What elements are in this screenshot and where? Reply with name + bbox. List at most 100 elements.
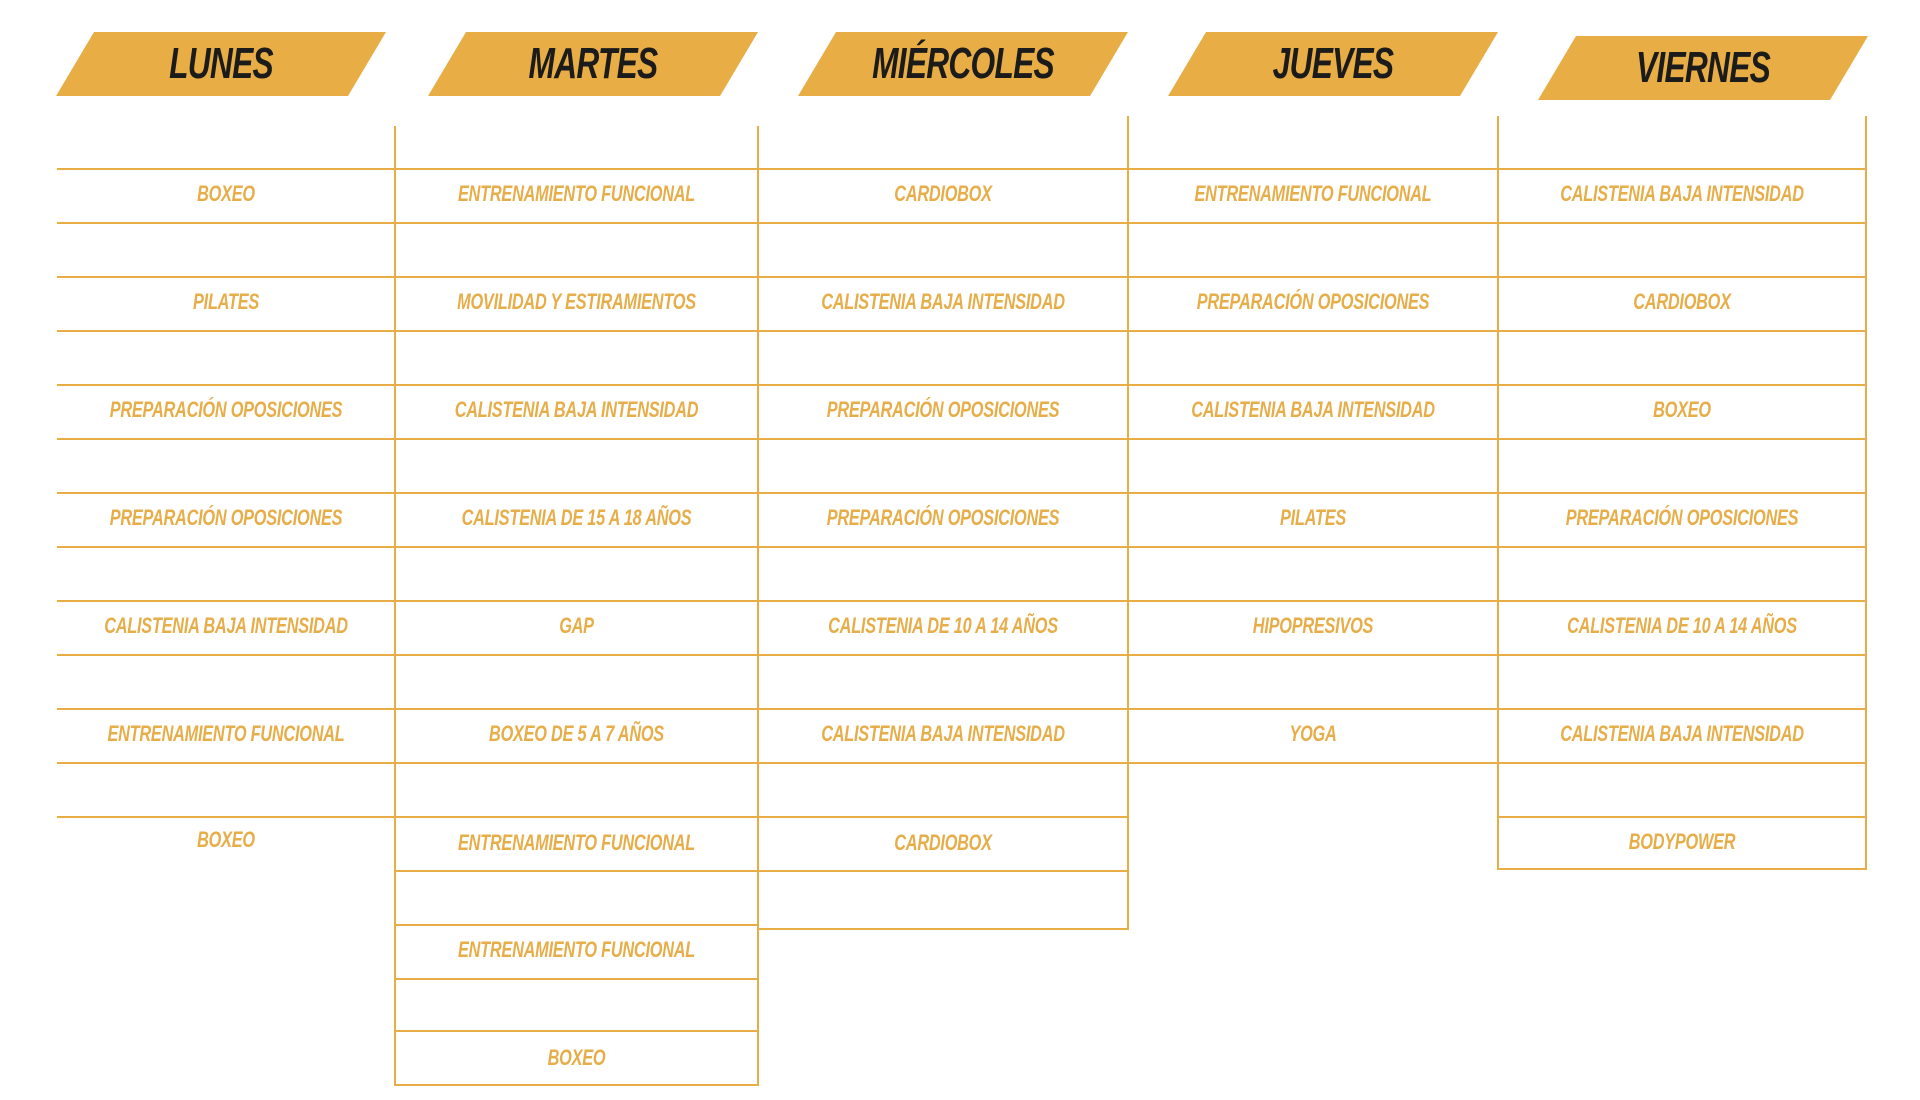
class-slot: ENTRENAMIENTO FUNCIONAL — [458, 181, 695, 206]
row-divider — [395, 222, 758, 224]
class-slot: BOXEO — [197, 827, 255, 852]
row-divider — [758, 276, 1128, 278]
row-divider — [395, 1084, 758, 1086]
row-divider — [57, 384, 395, 386]
class-slot: PREPARACIÓN OPOSICIONES — [109, 505, 343, 530]
row-divider — [1498, 762, 1866, 764]
day-name: LUNES — [169, 39, 273, 88]
row-divider — [1498, 600, 1866, 602]
row-divider — [1128, 600, 1498, 602]
class-slot: ENTRENAMIENTO FUNCIONAL — [458, 830, 695, 855]
class-slot: CALISTENIA BAJA INTENSIDAD — [821, 721, 1065, 746]
row-divider — [758, 762, 1128, 764]
class-slot: CALISTENIA BAJA INTENSIDAD — [821, 289, 1065, 314]
class-slot: BODYPOWER — [1628, 829, 1736, 854]
class-slot: PREPARACIÓN OPOSICIONES — [1196, 289, 1430, 314]
class-slot: HIPOPRESIVOS — [1252, 613, 1374, 638]
class-slot: BOXEO — [547, 1045, 606, 1070]
class-slot: CALISTENIA BAJA INTENSIDAD — [454, 397, 699, 422]
row-divider — [758, 492, 1128, 494]
row-divider — [57, 600, 395, 602]
class-slot: PREPARACIÓN OPOSICIONES — [826, 397, 1060, 422]
row-divider — [57, 654, 395, 656]
class-slot: CALISTENIA BAJA INTENSIDAD — [1191, 397, 1435, 422]
row-divider — [1498, 546, 1866, 548]
banner-parallelogram — [1168, 32, 1498, 96]
row-divider — [1498, 654, 1866, 656]
day-banner-viernes: VIERNES — [1538, 36, 1868, 100]
row-divider — [1498, 384, 1866, 386]
row-divider — [1128, 492, 1498, 494]
class-slot: PILATES — [1280, 505, 1346, 530]
class-slot: BOXEO — [1653, 397, 1711, 422]
row-divider — [57, 546, 395, 548]
row-divider — [758, 654, 1128, 656]
row-divider — [395, 708, 758, 710]
column-left-border — [394, 126, 396, 1086]
row-divider — [395, 330, 758, 332]
class-slot: YOGA — [1289, 721, 1337, 746]
row-divider — [57, 708, 395, 710]
column-right-border — [757, 126, 759, 1086]
row-divider — [1128, 708, 1498, 710]
banner-shape — [798, 32, 1128, 96]
class-slot: PREPARACIÓN OPOSICIONES — [1565, 505, 1799, 530]
row-divider — [57, 492, 395, 494]
class-slot: ENTRENAMIENTO FUNCIONAL — [458, 937, 695, 962]
row-divider — [395, 600, 758, 602]
banner-shape — [1538, 36, 1868, 100]
banner-parallelogram — [56, 32, 386, 96]
class-slot: PREPARACIÓN OPOSICIONES — [109, 397, 343, 422]
row-divider — [1128, 330, 1498, 332]
row-divider — [395, 276, 758, 278]
row-divider — [1498, 438, 1866, 440]
row-divider — [758, 222, 1128, 224]
column-right-border — [1865, 116, 1867, 870]
row-divider — [57, 168, 395, 170]
class-slot: CARDIOBOX — [1633, 289, 1731, 314]
day-banner-lunes: LUNES — [56, 32, 386, 96]
row-divider — [395, 978, 758, 980]
banner-shape — [1168, 32, 1498, 96]
row-divider — [57, 330, 395, 332]
row-divider — [1128, 654, 1498, 656]
banner-shape — [56, 32, 386, 96]
row-divider — [758, 330, 1128, 332]
banner-parallelogram — [1538, 36, 1868, 100]
row-divider — [395, 762, 758, 764]
row-divider — [57, 816, 395, 818]
row-divider — [395, 168, 758, 170]
class-slot: CALISTENIA DE 15 A 18 AÑOS — [461, 505, 692, 530]
row-divider — [758, 600, 1128, 602]
row-divider — [1128, 384, 1498, 386]
row-divider — [395, 384, 758, 386]
row-divider — [1498, 868, 1866, 870]
day-name: MARTES — [528, 39, 659, 88]
row-divider — [57, 276, 395, 278]
banner-parallelogram — [798, 32, 1128, 96]
day-banner-martes: MARTES — [428, 32, 758, 96]
class-slot: BOXEO DE 5 A 7 AÑOS — [489, 721, 664, 746]
row-divider — [1128, 222, 1498, 224]
class-slot: CALISTENIA BAJA INTENSIDAD — [1560, 181, 1804, 206]
row-divider — [395, 438, 758, 440]
day-name: JUEVES — [1272, 39, 1394, 88]
row-divider — [395, 546, 758, 548]
row-divider — [395, 492, 758, 494]
row-divider — [758, 816, 1128, 818]
class-slot: CARDIOBOX — [894, 181, 992, 206]
row-divider — [758, 708, 1128, 710]
row-divider — [1498, 492, 1866, 494]
banner-parallelogram — [428, 32, 758, 96]
class-slot: PREPARACIÓN OPOSICIONES — [826, 505, 1060, 530]
row-divider — [1498, 708, 1866, 710]
day-banner-jueves: JUEVES — [1168, 32, 1498, 96]
row-divider — [1128, 276, 1498, 278]
row-divider — [57, 762, 395, 764]
class-slot: ENTRENAMIENTO FUNCIONAL — [107, 721, 345, 746]
row-divider — [1128, 762, 1498, 764]
row-divider — [1128, 438, 1498, 440]
class-slot: PILATES — [193, 289, 259, 314]
row-divider — [1498, 276, 1866, 278]
row-divider — [1498, 168, 1866, 170]
